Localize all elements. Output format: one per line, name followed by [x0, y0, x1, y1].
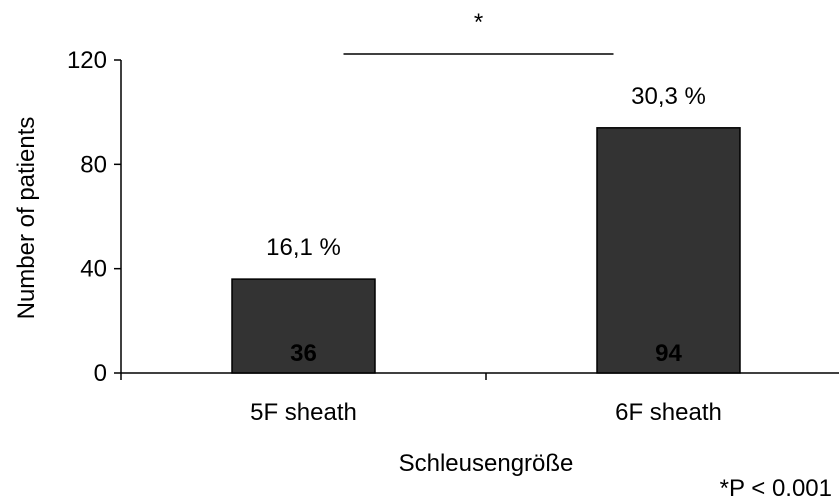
bar-value-label: 94: [655, 340, 682, 367]
y-tick-label: 0: [94, 360, 107, 387]
y-tick-label: 80: [80, 151, 107, 178]
bar-percent-label: 16,1 %: [266, 234, 341, 261]
bar-labels: 36 16,1 % 5F sheath 94 30,3 % 6F sheath: [250, 83, 722, 426]
bar-percent-label: 30,3 %: [631, 83, 706, 110]
significance-marker: *: [474, 9, 483, 36]
x-tick-label: 5F sheath: [250, 399, 357, 426]
y-axis: 0 40 80 120: [67, 47, 122, 387]
y-tick-label: 120: [67, 47, 107, 74]
bar-value-label: 36: [290, 340, 317, 367]
y-axis-title: Number of patients: [13, 117, 40, 320]
x-axis-title: Schleusengröße: [399, 450, 574, 477]
x-tick-label: 6F sheath: [615, 399, 722, 426]
bar: [231, 278, 376, 374]
x-axis: [120, 372, 839, 380]
bars: [231, 127, 741, 374]
y-tick-label: 40: [80, 256, 107, 283]
footnote: *P < 0.001: [720, 475, 832, 500]
bar: [596, 127, 741, 374]
